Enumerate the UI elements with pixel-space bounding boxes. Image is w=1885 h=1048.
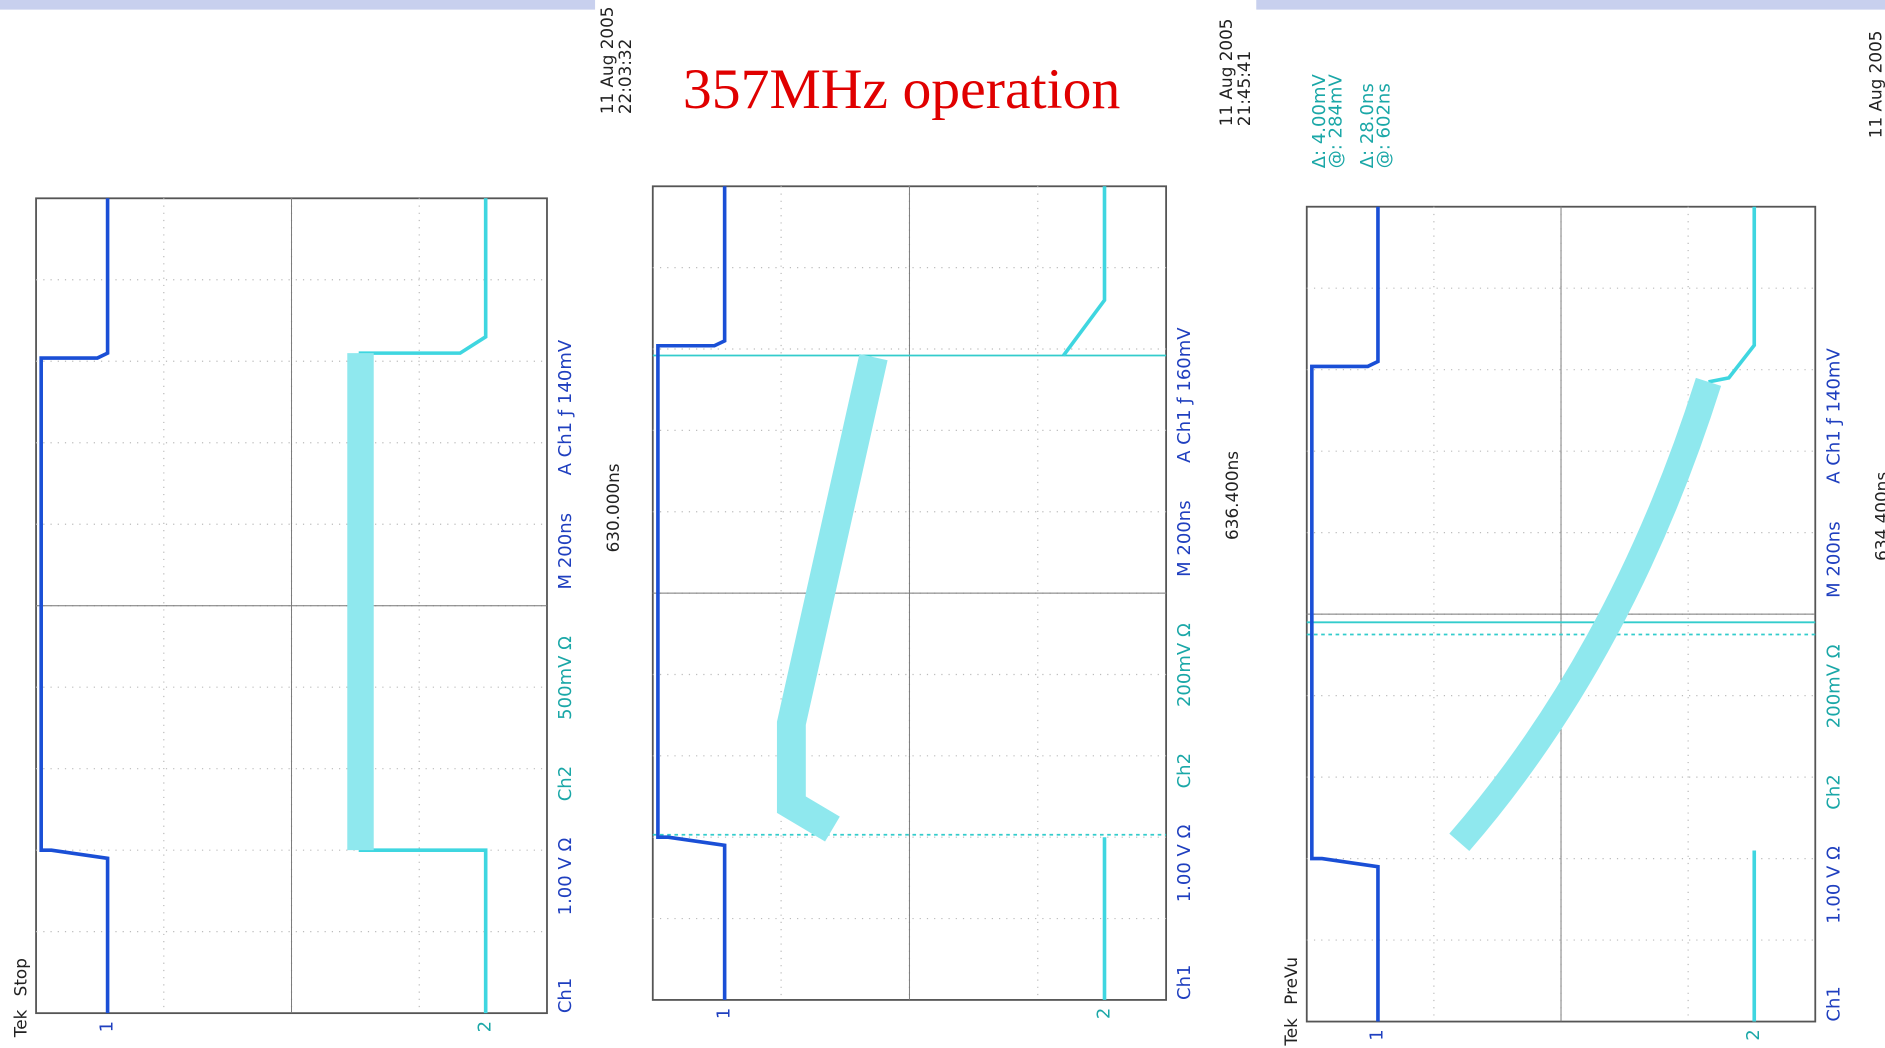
date: 11 Aug 2005 bbox=[1216, 19, 1236, 127]
ch1-scale: 1.00 V Ω bbox=[1174, 824, 1195, 902]
slide: Ch1 1.00 V Ω Ch2 500mV Ω M 200ns A Ch1 ƒ 140m… bbox=[0, 0, 1885, 1048]
trigger-position: 630.000ns bbox=[603, 463, 623, 552]
ch1-marker: 1 bbox=[713, 1008, 734, 1019]
ch2-marker: 2 bbox=[1743, 1029, 1764, 1040]
trigger-position: 636.400ns bbox=[1222, 451, 1242, 540]
brand: Tek bbox=[10, 1009, 30, 1038]
time: 21:45:41 bbox=[1234, 51, 1254, 127]
cursor-readout: @: 284mV bbox=[1326, 74, 1347, 169]
timebase: M 200ns bbox=[1823, 521, 1844, 597]
ch1-label: Ch1 bbox=[1174, 964, 1195, 999]
time: 22:03:32 bbox=[615, 39, 635, 115]
oscilloscope bbox=[653, 186, 1166, 1000]
trigger: A Ch1 ƒ 140mV bbox=[1823, 348, 1844, 484]
ch1-scale: 1.00 V Ω bbox=[555, 837, 576, 915]
trigger: A Ch1 ƒ 160mV bbox=[1174, 327, 1195, 463]
timebase: M 200ns bbox=[1174, 500, 1195, 576]
slide-title: 357MHz operation bbox=[683, 58, 1120, 121]
cursor-readout: @: 602ns bbox=[1374, 83, 1395, 168]
ch2-scale: 200mV Ω bbox=[1174, 623, 1195, 707]
ch1-marker: 1 bbox=[96, 1021, 117, 1032]
ch2-label: Ch2 bbox=[555, 766, 576, 801]
ch2-label: Ch2 bbox=[1823, 774, 1844, 809]
brand: Tek bbox=[1281, 1018, 1301, 1047]
date: 11 Aug 2005 bbox=[1865, 31, 1885, 139]
oscilloscope bbox=[36, 198, 547, 1013]
timebase: M 200ns bbox=[555, 513, 576, 589]
top-bar bbox=[1256, 0, 1885, 10]
oscilloscope bbox=[1307, 207, 1816, 1022]
trigger-position: 634.400ns bbox=[1871, 472, 1885, 561]
top-bar bbox=[0, 0, 595, 10]
ch2-scale: 500mV Ω bbox=[555, 636, 576, 720]
ch1-label: Ch1 bbox=[555, 978, 576, 1013]
ch2-scale: 200mV Ω bbox=[1823, 644, 1844, 728]
ch2-marker: 2 bbox=[1093, 1008, 1114, 1019]
status: Stop bbox=[10, 958, 30, 996]
ch1-label: Ch1 bbox=[1823, 986, 1844, 1021]
ch2-marker: 2 bbox=[474, 1021, 495, 1032]
status: PreVu bbox=[1281, 957, 1301, 1005]
date: 11 Aug 2005 bbox=[597, 6, 617, 114]
ch1-scale: 1.00 V Ω bbox=[1823, 846, 1844, 924]
trigger: A Ch1 ƒ 140mV bbox=[555, 339, 576, 475]
ch1-marker: 1 bbox=[1367, 1029, 1388, 1040]
ch2-label: Ch2 bbox=[1174, 753, 1195, 788]
